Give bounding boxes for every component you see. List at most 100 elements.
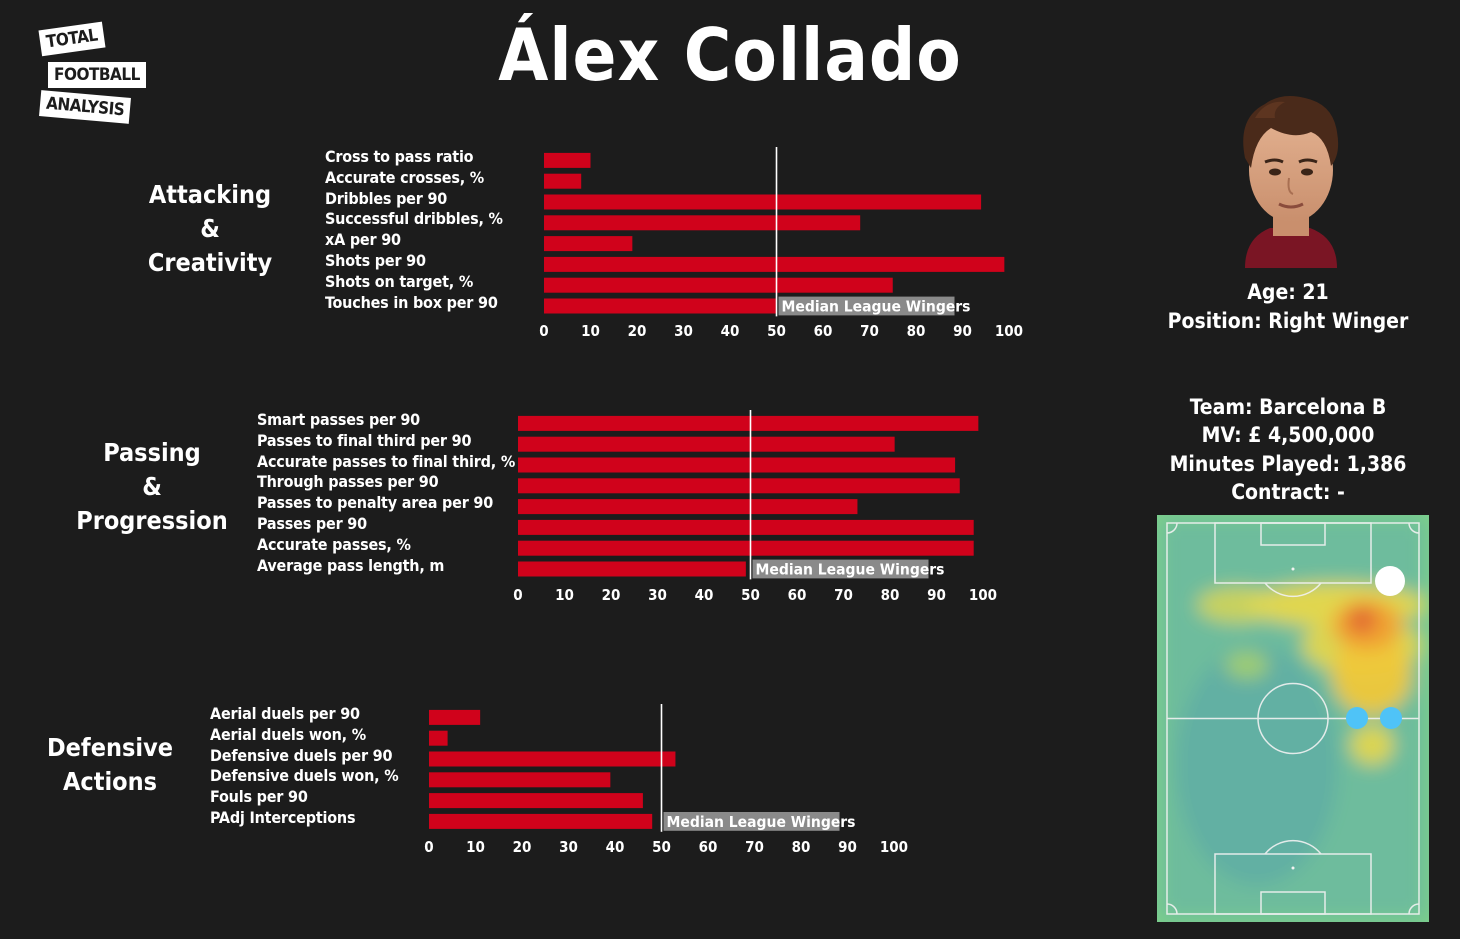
x-tick-label: 40: [721, 322, 740, 340]
bar-average-pass-length-m: [518, 561, 746, 577]
player-contract: Contract: -: [1231, 480, 1345, 504]
x-tick-label: 70: [834, 586, 853, 604]
bar-defensive-duels-won: [429, 772, 611, 788]
x-tick-label: 90: [953, 322, 972, 340]
bar-padj-interceptions: [429, 813, 653, 829]
bar-accurate-passes: [518, 540, 974, 556]
metric-label: Accurate crosses, %: [325, 167, 485, 187]
bar-passes-to-penalty-area-per-90: [518, 499, 858, 515]
metric-label: Shots on target, %: [325, 271, 474, 291]
bar-cross-to-pass-ratio: [544, 152, 591, 168]
metric-label: Aerial duels won, %: [210, 724, 366, 744]
x-tick-label: 50: [767, 322, 786, 340]
median-label-background: [663, 812, 840, 831]
metric-label: PAdj Interceptions: [210, 808, 356, 827]
x-tick-label: 70: [860, 322, 879, 340]
median-label-text: Median League Wingers: [756, 561, 945, 579]
x-tick-label: 100: [880, 838, 908, 856]
bar-xa-per-90: [544, 236, 633, 252]
metric-label: Touches in box per 90: [325, 292, 498, 312]
bar-through-passes-per-90: [518, 478, 960, 494]
metric-label: Accurate passes, %: [257, 534, 411, 554]
bar-successful-dribbles: [544, 215, 861, 231]
page-title: Álex Collado: [498, 13, 962, 97]
x-tick-label: 70: [745, 838, 764, 856]
median-label: Median League Wingers: [778, 296, 970, 316]
bar-touches-in-box-per-90: [544, 298, 777, 314]
pitch-markings: [1166, 522, 1420, 915]
metric-label: Through passes per 90: [257, 472, 439, 492]
total-football-analysis-logo: TOTAL FOOTBALL ANALYSIS: [38, 21, 148, 127]
bar-smart-passes-per-90: [518, 415, 979, 431]
median-label: Median League Wingers: [752, 559, 945, 579]
metric-label: Successful dribbles, %: [325, 209, 503, 229]
metric-label: Smart passes per 90: [257, 410, 420, 429]
metric-label: Shots per 90: [325, 251, 426, 270]
x-tick-label: 60: [788, 586, 807, 604]
bar-passes-to-final-third-per-90: [518, 436, 895, 452]
x-tick-label: 0: [513, 586, 522, 604]
position-marker-blue: [1346, 707, 1368, 729]
metric-label: Dribbles per 90: [325, 188, 448, 208]
x-tick-label: 90: [927, 586, 946, 604]
bar-aerial-duels-per-90: [429, 709, 481, 725]
bar-passes-per-90: [518, 519, 974, 535]
metric-label: Accurate passes to final third, %: [257, 451, 516, 471]
median-label-text: Median League Wingers: [667, 813, 856, 831]
logo-line-3: ANALYSIS: [39, 90, 132, 124]
player-position: Position: Right Winger: [1167, 309, 1409, 333]
passing-bar-chart: Median League Wingers 0 10 20 30 40 50 60 70 80 90…: [513, 410, 997, 604]
metric-label: Defensive duels per 90: [210, 745, 393, 765]
bar-shots-per-90: [544, 256, 1005, 272]
player-minutes-played: Minutes Played: 1,386: [1169, 452, 1407, 476]
heatmap-pitch: [1157, 515, 1429, 922]
x-tick-label: 20: [602, 586, 621, 604]
median-label: Median League Wingers: [663, 812, 856, 831]
x-tick-label: 10: [581, 322, 600, 340]
player-photo: [1215, 88, 1365, 268]
metric-label: Average pass length, m: [257, 555, 445, 575]
metric-label: Passes to final third per 90: [257, 430, 472, 450]
player-age: Age: 21: [1247, 280, 1329, 304]
position-marker-blue: [1380, 707, 1402, 729]
section-title-passing: Passing & Progression: [76, 438, 228, 535]
bar-dribbles-per-90: [544, 194, 982, 210]
metric-label: Passes to penalty area per 90: [257, 493, 494, 513]
player-team: Team: Barcelona B: [1189, 395, 1387, 419]
logo-line-1: TOTAL: [38, 21, 106, 57]
bar-aerial-duels-won: [429, 730, 448, 746]
metric-label: Defensive duels won, %: [210, 766, 399, 786]
defensive-bar-chart: Median League Wingers 0 10 20 30 40 50 60 70 80 90…: [424, 704, 908, 856]
x-tick-label: 30: [648, 586, 667, 604]
median-label-background: [752, 559, 929, 579]
x-tick-label: 10: [555, 586, 574, 604]
bar-accurate-crosses: [544, 173, 582, 189]
bar-accurate-passes-to-final-third: [518, 457, 956, 473]
x-tick-label: 40: [695, 586, 714, 604]
metric-label: Fouls per 90: [210, 787, 308, 807]
attacking-bar-chart: Median League Wingers 0 10 20 30 40 50 60 70 80 90…: [539, 147, 1023, 340]
x-tick-label: 100: [969, 586, 997, 604]
x-tick-label: 20: [513, 838, 532, 856]
bar-fouls-per-90: [429, 793, 643, 809]
metric-label: Aerial duels per 90: [210, 704, 360, 723]
logo-line-2: FOOTBALL: [48, 62, 146, 88]
metric-label: Cross to pass ratio: [325, 147, 474, 166]
x-tick-label: 20: [628, 322, 647, 340]
metric-label: xA per 90: [325, 230, 401, 250]
x-tick-label: 50: [652, 838, 671, 856]
x-tick-label: 50: [741, 586, 760, 604]
median-label-background: [778, 296, 955, 316]
x-tick-label: 60: [814, 322, 833, 340]
x-tick-label: 0: [424, 838, 433, 856]
section-title-defensive: Defensive Actions: [46, 733, 173, 796]
x-tick-label: 10: [466, 838, 485, 856]
x-tick-label: 30: [559, 838, 578, 856]
x-tick-label: 60: [699, 838, 718, 856]
x-tick-label: 40: [606, 838, 625, 856]
x-tick-label: 30: [674, 322, 693, 340]
x-tick-label: 80: [792, 838, 811, 856]
x-tick-label: 80: [881, 586, 900, 604]
player-market-value: MV: £ 4,500,000: [1201, 423, 1375, 447]
x-tick-label: 90: [838, 838, 857, 856]
